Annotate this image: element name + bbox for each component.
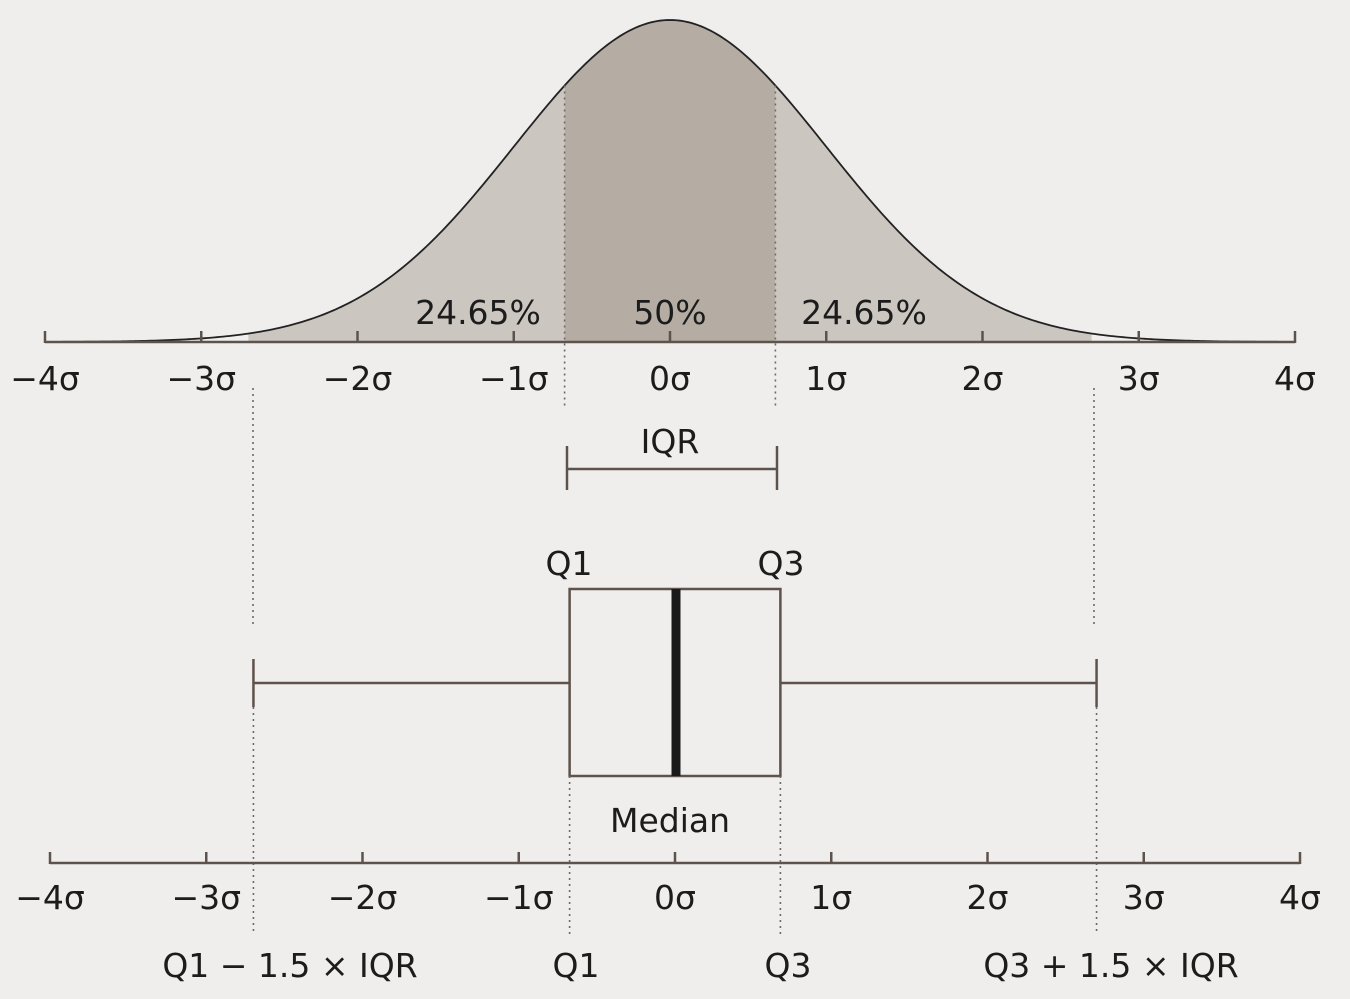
- bottom-axis-tick-label--1: −1σ: [484, 878, 554, 917]
- upper-fence-label: Q3 + 1.5 × IQR: [983, 946, 1238, 985]
- iqr-bracket: IQR: [565, 422, 779, 490]
- iqr-label: IQR: [641, 422, 700, 461]
- center-iqr-region: [564, 20, 776, 342]
- top-axis-tick-label-0: 0σ: [649, 359, 691, 398]
- top-axis-tick-label-2: 2σ: [962, 359, 1004, 398]
- top-axis-tick-label-4: 4σ: [1274, 359, 1316, 398]
- box-q3-label: Q3: [758, 544, 805, 583]
- bottom-axis-tick-label-0: 0σ: [654, 878, 696, 917]
- bottom-labels: Q1 − 1.5 × IQR Q1 Q3 Q3 + 1.5 × IQR: [162, 946, 1238, 985]
- right-tail-region: [775, 85, 1092, 342]
- bottom-axis-tick-label--4: −4σ: [15, 878, 85, 917]
- density-curve: [44, 19, 1296, 343]
- bottom-axis-ticks: −4σ −3σ −2σ −1σ 0σ 1σ 2σ 3σ 4σ: [15, 852, 1321, 917]
- q3-bottom-label: Q3: [765, 946, 812, 985]
- left-tail-region: [248, 85, 565, 342]
- top-axis-tick-label--1: −1σ: [479, 359, 549, 398]
- bottom-axis-tick-label--2: −2σ: [328, 878, 398, 917]
- lower-fence-label: Q1 − 1.5 × IQR: [162, 946, 417, 985]
- top-axis-tick-label--3: −3σ: [166, 359, 236, 398]
- bottom-axis-tick-label--3: −3σ: [171, 878, 241, 917]
- bottom-axis-tick-label-1: 1σ: [810, 878, 852, 917]
- center-percent-label: 50%: [633, 293, 706, 332]
- bottom-axis-tick-label-2: 2σ: [967, 878, 1009, 917]
- top-axis-tick-label--2: −2σ: [323, 359, 393, 398]
- left-tail-percent-label: 24.65%: [415, 293, 541, 332]
- box-plot: Q1 Q3 Median: [252, 544, 1098, 840]
- bottom-axis-tick-label-3: 3σ: [1123, 878, 1165, 917]
- bottom-axis-tick-label-4: 4σ: [1279, 878, 1321, 917]
- q1-bottom-label: Q1: [553, 946, 600, 985]
- top-axis-tick-label-1: 1σ: [805, 359, 847, 398]
- median-label: Median: [610, 801, 730, 840]
- box-q1-label: Q1: [546, 544, 593, 583]
- top-axis-tick-label-3: 3σ: [1118, 359, 1160, 398]
- top-axis-ticks: −4σ −3σ −2σ −1σ 0σ 1σ 2σ 3σ 4σ: [10, 331, 1316, 398]
- right-tail-percent-label: 24.65%: [801, 293, 927, 332]
- top-axis-tick-label--4: −4σ: [10, 359, 80, 398]
- normal-density-plot: 24.65% 50% 24.65% −4σ −3σ −2σ −1σ 0σ 1σ 2σ 3σ 4σ: [10, 19, 1316, 408]
